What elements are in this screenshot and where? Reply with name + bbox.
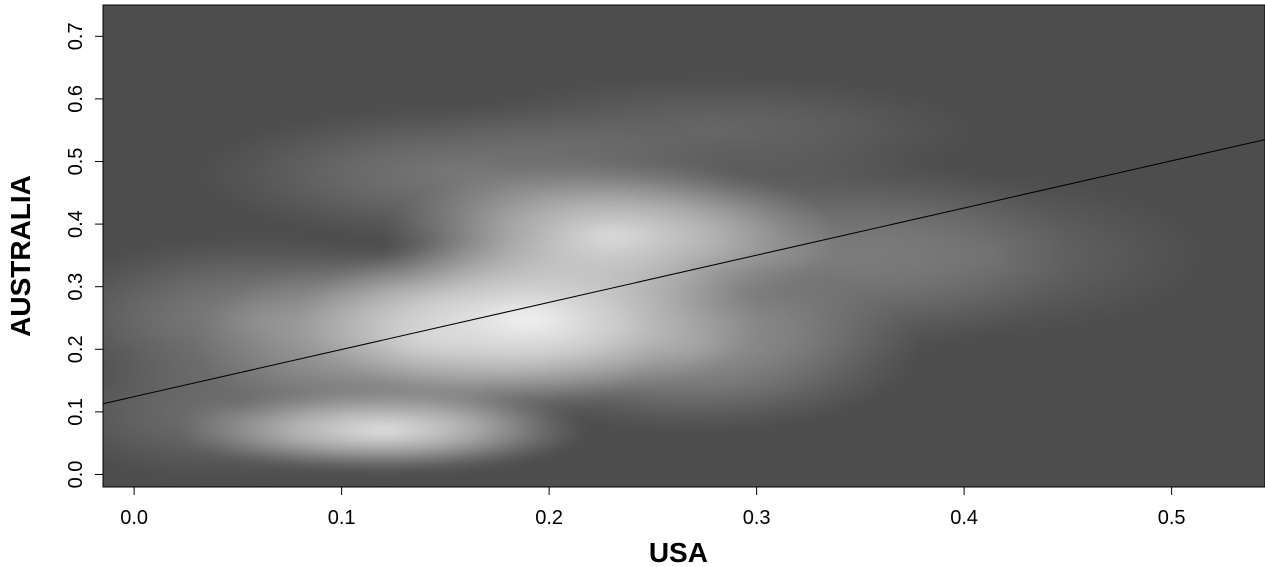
x-tick-label: 0.5	[1158, 507, 1186, 529]
x-axis: 0.0 0.1 0.2 0.3 0.4 0.5	[120, 486, 1186, 529]
regression-line	[103, 139, 1265, 405]
x-tick-label: 0.3	[743, 507, 771, 529]
y-tick-label: 0.2	[65, 335, 87, 363]
x-tick-label: 0.0	[120, 507, 148, 529]
y-tick-label: 0.0	[65, 461, 87, 489]
y-tick-label: 0.3	[65, 273, 87, 301]
y-axis: 0.0 0.1 0.2 0.3 0.4 0.5 0.6 0.7	[65, 22, 104, 489]
x-tick-label: 0.4	[950, 507, 978, 529]
y-tick-label: 0.6	[65, 85, 87, 113]
x-tick-label: 0.1	[328, 507, 356, 529]
y-axis-title: AUSTRALIA	[5, 175, 36, 337]
y-tick-label: 0.7	[65, 22, 87, 50]
x-tick-label: 0.2	[535, 507, 563, 529]
density-layer	[103, 75, 1214, 481]
density-cluster	[103, 343, 400, 481]
density-cluster	[441, 75, 990, 186]
x-axis-title: USA	[649, 537, 708, 567]
y-tick-label: 0.4	[65, 210, 87, 238]
y-tick-label: 0.1	[65, 398, 87, 426]
y-tick-label: 0.5	[65, 148, 87, 176]
density-cluster	[756, 172, 1214, 339]
